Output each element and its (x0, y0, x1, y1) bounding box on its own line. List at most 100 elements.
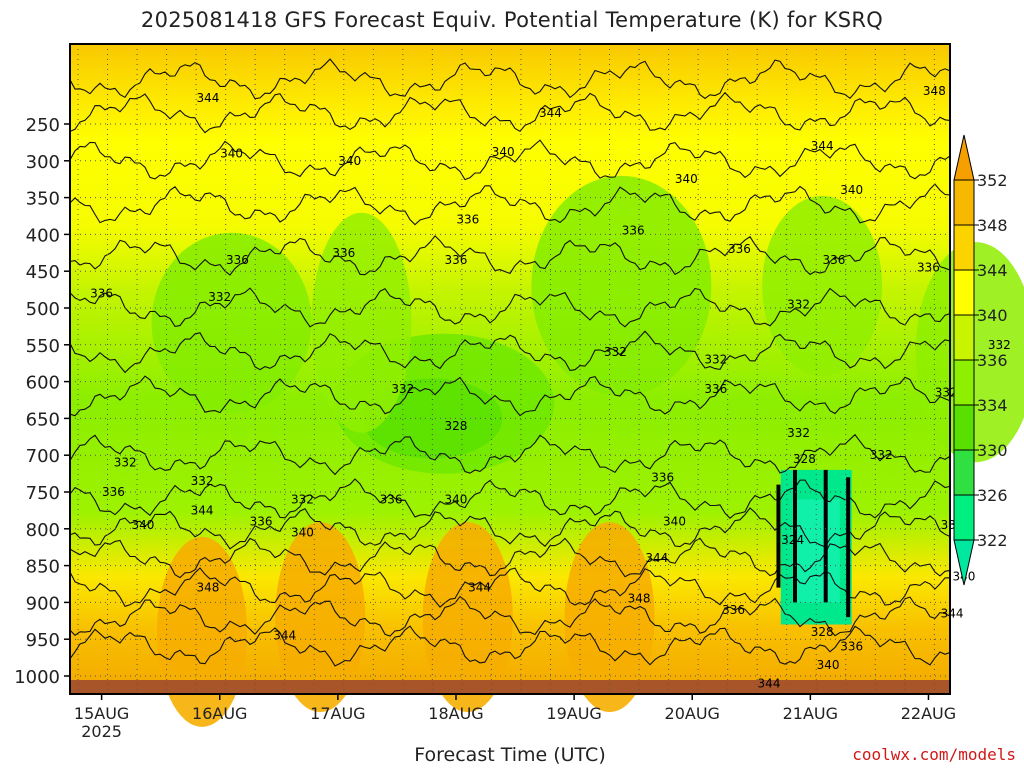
contour-line (69, 183, 951, 226)
field-region (564, 522, 655, 713)
contour-line (69, 478, 951, 519)
contour-label: 340 (840, 183, 863, 197)
contour-label: 340 (220, 146, 243, 160)
y-tick-label: 450 (26, 262, 60, 283)
y-tick-label: 550 (26, 336, 60, 357)
x-tick-label: 15AUG (74, 704, 129, 723)
y-tick-label: 1000 (14, 667, 60, 688)
colorbar-swatch (953, 314, 975, 361)
colorbar-swatch (953, 359, 975, 406)
colorbar-label: 344 (977, 261, 1008, 280)
contour-label: 344 (191, 503, 214, 517)
plot-frame (69, 43, 951, 695)
y-tick-label: 800 (26, 520, 60, 541)
contour-label: 332 (114, 456, 137, 470)
contour-label: 340 (663, 514, 686, 528)
contour-label: 336 (456, 213, 479, 227)
y-tick-label: 500 (26, 299, 60, 320)
colorbar-arrow-bottom (953, 539, 975, 586)
contour-label: 344 (758, 676, 781, 690)
colorbar-label: 340 (977, 306, 1008, 325)
field-region-low-theta (792, 499, 840, 603)
y-tick-label: 850 (26, 557, 60, 578)
contour-label: 340 (132, 518, 155, 532)
contour-label: 332 (787, 426, 810, 440)
contour-label: 332 (787, 297, 810, 311)
contour-label: 340 (675, 172, 698, 186)
contour-line (69, 625, 951, 667)
contour-label: 332 (704, 353, 727, 367)
contour-label: 336 (722, 603, 745, 617)
contour-label: 328 (811, 625, 834, 639)
colorbar-arrow-top (953, 134, 975, 181)
contour-label: 340 (492, 145, 515, 159)
contour-line (69, 595, 951, 637)
y-tick-label: 400 (26, 225, 60, 246)
contour-label: 332 (291, 492, 314, 506)
field-region (311, 212, 412, 433)
contour-label: 344 (273, 629, 296, 643)
colorbar-swatch (953, 269, 975, 316)
colorbar: 352 348 344 340 336 334 330 326 322 (953, 134, 1008, 586)
contour-label: 332 (604, 345, 627, 359)
colorbar-swatch (953, 404, 975, 451)
contour-label: 340 (291, 525, 314, 539)
contour-line (69, 507, 951, 550)
contour-label: 332 (208, 290, 231, 304)
contour-label: 344 (468, 581, 491, 595)
colorbar-label: 334 (977, 396, 1008, 415)
contour-line (69, 330, 951, 374)
source-credit[interactable]: coolwx.com/models (852, 745, 1016, 764)
colorbar-swatch (953, 494, 975, 541)
x-axis-label: Forecast Time (UTC) (414, 744, 606, 766)
contour-label: 336 (90, 286, 113, 300)
contour-label: 336 (445, 253, 468, 267)
field-region (275, 522, 366, 713)
contour-label: 348 (196, 581, 219, 595)
contour-line (69, 537, 951, 579)
contour-line (69, 235, 951, 276)
contour-label: 344 (645, 551, 668, 565)
colorbar-label: 352 (977, 171, 1008, 190)
colorbar-swatch (953, 449, 975, 496)
y-tick-label: 600 (26, 373, 60, 394)
contour-label: 336 (380, 492, 403, 506)
contour-label: 332 (391, 382, 414, 396)
contour-label: 336 (651, 470, 674, 484)
contour-label: 332 (935, 386, 958, 400)
x-tick-label: 22AUG (901, 704, 956, 723)
colorbar-swatch (953, 179, 975, 226)
contour-line (69, 567, 951, 608)
field-region (762, 195, 883, 376)
contour-label: 324 (781, 533, 804, 547)
contour-line (69, 58, 951, 100)
field-region (422, 522, 513, 713)
colorbar-swatch (953, 224, 975, 271)
colorbar-label: 330 (977, 441, 1008, 460)
y-tick-label: 350 (26, 189, 60, 210)
field-region (531, 175, 712, 396)
x-tick-label: 16AUG (192, 704, 247, 723)
y-tick-label: 700 (26, 446, 60, 467)
colorbar-label: 336 (977, 351, 1008, 370)
plot-area: 3483443443443403403403403403363363363363… (69, 44, 1024, 727)
contour-label: 336 (840, 640, 863, 654)
contour-label: 336 (226, 253, 249, 267)
contour-label: 336 (102, 485, 125, 499)
contour-label: 348 (923, 84, 946, 98)
contour-line (69, 139, 951, 181)
contour-label: 348 (628, 592, 651, 606)
y-tick-label: 250 (26, 115, 60, 136)
contour-label: 336 (332, 246, 355, 260)
contour-label: 344 (941, 606, 964, 620)
contour-line (69, 91, 951, 134)
contour-line (69, 287, 951, 328)
colorbar-label: 348 (977, 216, 1008, 235)
axes: 250 300 350 400 450 500 550 600 650 700 750 800 850 9… (14, 43, 956, 741)
contour-label: 340 (817, 658, 840, 672)
contour-label: 336 (728, 242, 751, 256)
x-tick-label: 20AUG (665, 704, 720, 723)
y-tick-label: 650 (26, 409, 60, 430)
contour-label: 328 (445, 419, 468, 433)
